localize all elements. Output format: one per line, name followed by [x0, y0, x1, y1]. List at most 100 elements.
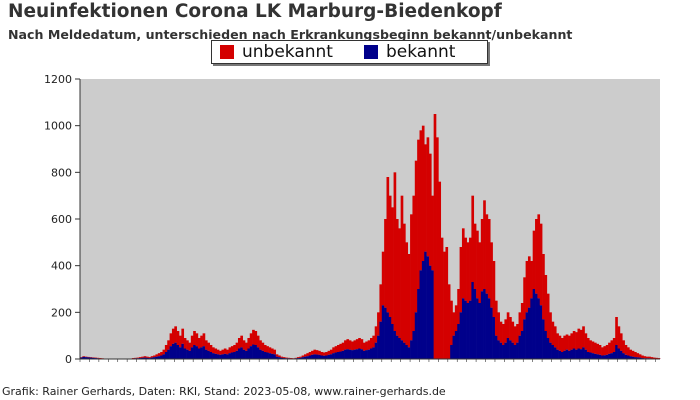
bar-bekannt [162, 354, 166, 359]
bar-unbekannt [530, 261, 533, 299]
bar-bekannt [634, 357, 637, 359]
bar-unbekannt [645, 356, 649, 359]
bar-unbekannt [553, 326, 557, 348]
bar-bekannt [424, 251, 427, 359]
bar-unbekannt [476, 230, 479, 299]
bar-unbekannt [636, 353, 640, 358]
bar-bekannt [313, 354, 317, 359]
bar-unbekannt [360, 339, 364, 350]
bar-bekannt [598, 354, 602, 359]
bar-unbekannt [355, 339, 359, 350]
bar-bekannt [303, 356, 307, 359]
bar-bekannt [417, 289, 420, 359]
bar-bekannt [492, 317, 496, 359]
bar-bekannt [615, 345, 618, 359]
bar-unbekannt [226, 349, 229, 355]
bar-unbekannt [275, 354, 279, 357]
bar-unbekannt [242, 340, 246, 350]
bar-bekannt [473, 289, 477, 359]
bar-bekannt [249, 346, 253, 359]
bar-unbekannt [452, 312, 456, 336]
bar-bekannt [544, 331, 548, 359]
bar-unbekannt [617, 326, 621, 349]
bar-unbekannt [419, 130, 423, 271]
bar-bekannt [601, 355, 604, 359]
bar-unbekannt [181, 328, 185, 344]
chart-subtitle: Nach Meldedatum, unterschieden nach Erkr… [8, 27, 573, 42]
bar-unbekannt [428, 153, 432, 266]
bar-unbekannt [655, 357, 658, 359]
bar-unbekannt [598, 345, 602, 355]
bar-unbekannt [615, 317, 618, 345]
bar-unbekannt [558, 335, 562, 351]
bar-bekannt [626, 355, 630, 359]
bar-unbekannt [162, 349, 166, 355]
bar-bekannt [490, 307, 493, 359]
bar-unbekannt [171, 328, 175, 344]
bar-bekannt [386, 312, 390, 359]
bar-unbekannt [603, 346, 607, 356]
bar-bekannt [414, 312, 418, 359]
bar-unbekannt [605, 345, 609, 355]
bar-bekannt [568, 350, 571, 359]
bar-bekannt [355, 349, 359, 359]
bar-bekannt [209, 352, 213, 359]
bar-unbekannt [414, 160, 418, 313]
bar-unbekannt [268, 347, 272, 354]
bar-bekannt [403, 342, 406, 359]
bar-bekannt [617, 348, 621, 359]
bar-unbekannt [252, 329, 255, 345]
chart-title: Neuinfektionen Corona LK Marburg-Biedenk… [8, 1, 502, 22]
legend-label-unbekannt: unbekannt [242, 42, 333, 62]
bar-bekannt [186, 349, 189, 359]
bar-unbekannt [148, 357, 152, 359]
bar-unbekannt [207, 342, 210, 351]
bar-bekannt [174, 342, 177, 359]
bar-bekannt [596, 354, 599, 359]
bar-bekannt [167, 349, 170, 359]
bar-bekannt [80, 357, 83, 359]
bar-unbekannt [612, 338, 616, 352]
bar-unbekannt [454, 305, 458, 331]
bar-unbekannt [577, 328, 581, 349]
bar-bekannt [523, 319, 526, 359]
bar-bekannt [153, 357, 156, 359]
bar-bekannt [405, 345, 409, 359]
bar-bekannt [575, 349, 578, 359]
bar-bekannt [483, 289, 486, 359]
bar-bekannt [91, 357, 95, 359]
bar-unbekannt [535, 219, 538, 294]
bar-unbekannt [237, 338, 241, 349]
bar-bekannt [268, 353, 272, 359]
bar-bekannt [233, 352, 236, 359]
bar-unbekannt [195, 333, 199, 347]
bar-bekannt [476, 298, 479, 359]
bar-bekannt [487, 298, 491, 359]
bar-bekannt [221, 354, 225, 359]
bar-unbekannt [259, 340, 262, 350]
bar-unbekannt [591, 341, 595, 354]
bar-bekannt [266, 352, 269, 359]
bar-unbekannt [146, 356, 149, 358]
bar-unbekannt [221, 349, 225, 355]
bar-bekannt [339, 351, 343, 359]
bar-bekannt [190, 347, 194, 359]
bar-bekannt [565, 349, 569, 359]
bar-unbekannt [273, 349, 276, 355]
bar-unbekannt [657, 358, 661, 359]
bar-bekannt [204, 349, 208, 359]
bar-unbekannt [405, 242, 409, 345]
bar-unbekannt [391, 207, 394, 324]
bar-bekannt [535, 293, 538, 359]
bar-unbekannt [480, 219, 484, 292]
bar-unbekannt [457, 289, 460, 324]
bar-unbekannt [235, 342, 239, 351]
bar-unbekannt [565, 334, 569, 350]
bar-unbekannt [513, 326, 517, 345]
bar-unbekannt [301, 355, 305, 358]
bar-bekannt [216, 354, 220, 359]
bar-unbekannt [379, 284, 383, 322]
bar-unbekannt [299, 356, 302, 358]
bar-bekannt [306, 356, 309, 359]
